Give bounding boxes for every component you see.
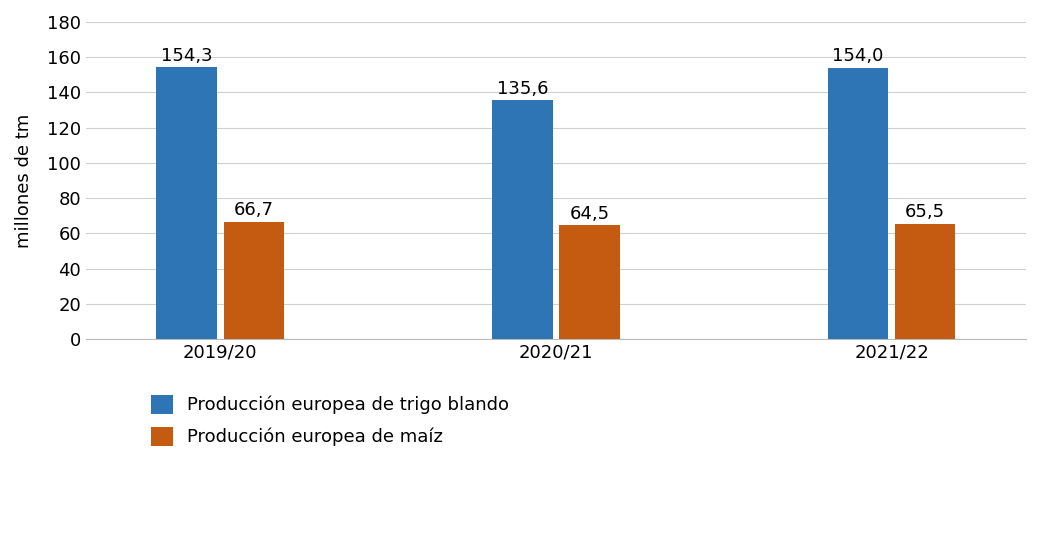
Bar <box>156 68 217 339</box>
Bar <box>492 100 553 339</box>
Text: 154,3: 154,3 <box>160 47 212 65</box>
Text: 65,5: 65,5 <box>906 203 945 221</box>
Text: 135,6: 135,6 <box>497 80 549 98</box>
Bar <box>828 68 888 339</box>
Text: 154,0: 154,0 <box>833 47 884 65</box>
Legend: Producción europea de trigo blando, Producción europea de maíz: Producción europea de trigo blando, Prod… <box>142 386 518 456</box>
Y-axis label: millones de tm: millones de tm <box>15 113 33 248</box>
Text: 64,5: 64,5 <box>569 205 610 223</box>
Text: 66,7: 66,7 <box>234 201 274 219</box>
Bar <box>224 221 284 339</box>
Bar <box>895 223 956 339</box>
Bar <box>559 226 619 339</box>
